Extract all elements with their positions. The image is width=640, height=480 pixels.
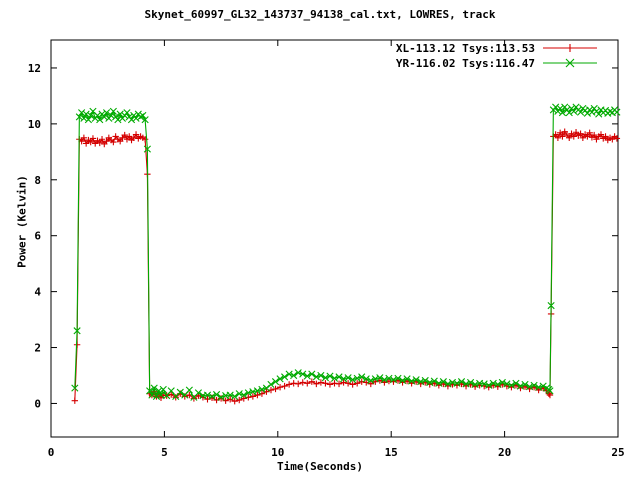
legend-label-0: XL-113.12 Tsys:113.53 [396, 42, 535, 55]
series-markers [71, 103, 621, 401]
axes-group: 0 2 4 6 8 10 12 0 5 10 15 20 25 [28, 39, 625, 459]
series-group [71, 103, 621, 405]
chart-title: Skynet_60997_GL32_143737_94138_cal.txt, … [144, 8, 496, 21]
x-tick-label: 10 [271, 446, 284, 459]
series-markers [71, 128, 621, 405]
legend-marker-0 [566, 44, 574, 52]
x-tick-label: 0 [48, 446, 55, 459]
legend-group: XL-113.12 Tsys:113.53 YR-116.02 Tsys:116.… [396, 42, 597, 70]
y-tick-label: 12 [28, 62, 41, 75]
x-axis-label: Time(Seconds) [276, 460, 364, 473]
y-tick-label: 10 [28, 118, 41, 131]
y-tick-label: 6 [34, 230, 41, 243]
y-tick-label: 2 [34, 342, 41, 355]
x-tick-label: 15 [385, 446, 398, 459]
x-tick-label: 25 [611, 446, 624, 459]
y-tick-label: 8 [34, 174, 41, 187]
legend-label-1: YR-116.02 Tsys:116.47 [396, 57, 535, 70]
data-series-1 [71, 103, 621, 401]
x-tick-label: 5 [161, 446, 168, 459]
plot-frame [50, 39, 619, 438]
y-tick-label: 0 [34, 397, 41, 410]
legend-marker-1 [565, 58, 575, 68]
series-line [74, 106, 618, 399]
y-tick-label: 4 [34, 286, 41, 299]
series-line [74, 130, 618, 402]
x-tick-label: 20 [498, 446, 511, 459]
data-series-0 [71, 128, 621, 405]
